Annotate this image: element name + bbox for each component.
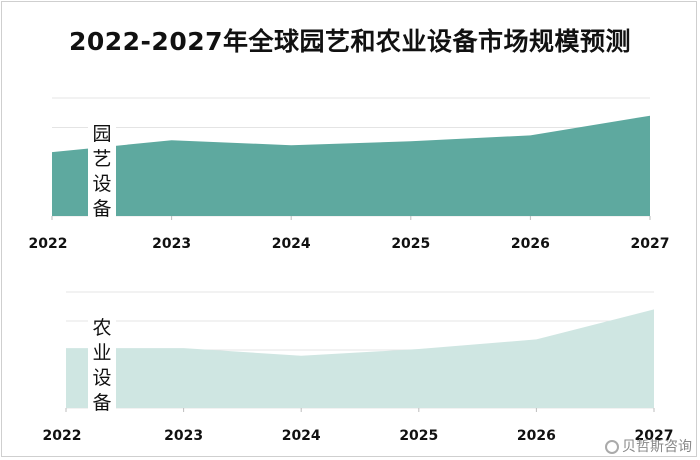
series-label-char: 备 [92, 198, 111, 220]
x-tick-label: 2026 [511, 236, 550, 252]
series-label-char: 备 [92, 392, 111, 414]
area-series-1 [52, 115, 650, 216]
x-tick-label: 2025 [399, 428, 438, 444]
watermark: 贝哲斯咨询 [605, 436, 692, 456]
series-label-bg [88, 120, 116, 224]
series-label-char: 设 [92, 173, 111, 195]
x-tick-label: 2022 [29, 236, 68, 252]
x-tick-label: 2026 [517, 428, 556, 444]
watermark-text: 贝哲斯咨询 [622, 439, 692, 455]
x-tick-label: 2027 [635, 428, 674, 444]
x-tick-label: 2024 [272, 236, 311, 252]
series-label-char: 农 [92, 317, 111, 339]
x-tick-label: 2022 [43, 428, 82, 444]
x-tick-label: 2023 [164, 428, 203, 444]
x-tick-label: 2027 [631, 236, 670, 252]
series-label-char: 园 [92, 123, 111, 145]
weibo-icon [605, 440, 619, 454]
area-series-2 [66, 309, 654, 408]
series-label-char: 设 [92, 367, 111, 389]
series-label-bg [88, 314, 116, 418]
x-tick-label: 2023 [152, 236, 191, 252]
x-tick-label: 2025 [391, 236, 430, 252]
x-tick-label: 2024 [282, 428, 321, 444]
series-label-char: 业 [92, 342, 111, 364]
series-label-char: 艺 [92, 148, 111, 170]
chart-title: 2022-2027年全球园艺和农业设备市场规模预测 [68, 27, 632, 56]
